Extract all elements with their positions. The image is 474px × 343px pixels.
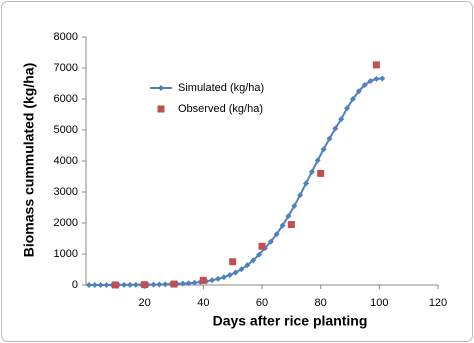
point xyxy=(85,281,92,288)
point xyxy=(332,125,339,132)
x-tick-label: 120 xyxy=(429,297,447,309)
point xyxy=(215,275,221,282)
point xyxy=(373,75,380,82)
point xyxy=(279,222,286,229)
point xyxy=(209,277,216,284)
y-tick-label: 0 xyxy=(72,279,78,291)
point xyxy=(111,281,119,289)
point xyxy=(156,281,163,288)
point xyxy=(361,82,368,89)
point xyxy=(162,281,169,288)
y-tick-label: 1000 xyxy=(54,248,78,260)
x-tick-label: 20 xyxy=(139,297,151,309)
x-tick-label: 60 xyxy=(256,297,268,309)
point xyxy=(191,279,198,286)
point xyxy=(326,135,333,142)
point xyxy=(344,105,351,112)
point xyxy=(199,276,207,284)
point xyxy=(91,281,98,288)
point xyxy=(232,269,239,276)
y-tick-label: 3000 xyxy=(54,186,78,198)
point xyxy=(267,238,274,245)
point xyxy=(349,96,356,102)
y-tick-label: 5000 xyxy=(54,124,78,136)
point xyxy=(179,280,186,287)
point xyxy=(320,146,327,153)
point xyxy=(238,266,245,273)
y-tick-label: 6000 xyxy=(54,93,78,105)
point xyxy=(256,251,263,258)
point xyxy=(287,221,295,229)
point xyxy=(157,105,165,113)
point xyxy=(229,258,237,266)
point xyxy=(379,75,386,82)
x-axis-title: Days after rice planting xyxy=(213,313,368,329)
point xyxy=(297,192,304,199)
point xyxy=(97,281,104,288)
point xyxy=(308,168,315,175)
point xyxy=(121,281,128,288)
point xyxy=(338,116,345,123)
point xyxy=(372,61,380,69)
y-tick-label: 8000 xyxy=(54,31,78,43)
point xyxy=(291,202,298,209)
point xyxy=(127,281,133,288)
point xyxy=(314,157,321,164)
point xyxy=(355,88,362,95)
x-tick-label: 80 xyxy=(315,297,327,309)
x-tick-label: 40 xyxy=(197,297,209,309)
point xyxy=(285,213,292,220)
point xyxy=(220,274,227,281)
point xyxy=(132,281,139,288)
point xyxy=(185,280,192,287)
point xyxy=(258,242,266,250)
point xyxy=(141,281,149,289)
y-axis-title: Biomass cummulated (kg/ha) xyxy=(21,63,37,258)
point xyxy=(367,78,374,85)
legend-label: Simulated (kg/ha) xyxy=(178,82,264,94)
point xyxy=(103,281,110,288)
point xyxy=(158,85,164,91)
legend-label: Observed (kg/ha) xyxy=(178,103,263,115)
y-tick-label: 4000 xyxy=(54,155,78,167)
point xyxy=(170,280,178,288)
point xyxy=(244,262,251,269)
point xyxy=(150,281,157,288)
point xyxy=(250,257,257,264)
x-tick-label: 100 xyxy=(370,297,388,309)
point xyxy=(317,169,325,177)
point xyxy=(303,180,309,187)
point xyxy=(273,231,280,238)
point xyxy=(226,272,233,279)
y-tick-label: 7000 xyxy=(54,62,78,74)
y-tick-label: 2000 xyxy=(54,217,78,229)
